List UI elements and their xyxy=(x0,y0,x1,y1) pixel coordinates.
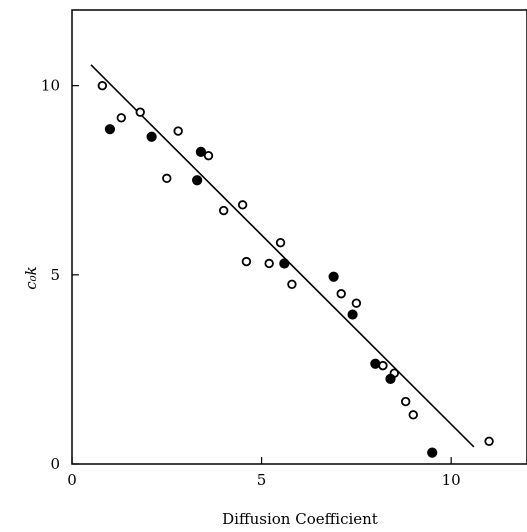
filled-data-point xyxy=(192,175,203,186)
y-tick-label: 10 xyxy=(41,77,60,95)
fit-line-layer xyxy=(90,64,475,448)
filled-data-point xyxy=(385,373,396,384)
y-tick-label: 5 xyxy=(50,266,60,284)
filled-data-point xyxy=(195,146,207,157)
ticks-layer: 0 5 10 0 5 10 xyxy=(41,77,461,489)
regression-line xyxy=(90,64,475,448)
y-tick-label: 0 xyxy=(50,455,60,473)
open-data-point xyxy=(275,237,286,248)
plot-frame xyxy=(71,9,527,465)
data-points-layer xyxy=(97,80,494,458)
open-data-point xyxy=(351,298,362,308)
y-axis-title: c₀k xyxy=(22,266,40,290)
x-tick-label: 10 xyxy=(442,471,461,489)
open-data-point xyxy=(135,107,145,117)
open-data-point xyxy=(484,436,494,446)
filled-data-point xyxy=(347,309,358,320)
open-data-point xyxy=(97,80,108,91)
x-tick-label: 5 xyxy=(257,471,267,489)
open-data-point xyxy=(237,200,248,210)
open-data-point xyxy=(264,258,274,269)
filled-data-point xyxy=(104,124,116,135)
filled-data-point xyxy=(279,258,290,269)
open-data-point xyxy=(203,150,214,161)
open-data-point xyxy=(400,396,411,407)
open-data-point xyxy=(218,205,229,216)
filled-data-point xyxy=(328,271,339,282)
open-data-point xyxy=(162,173,172,184)
filled-data-point xyxy=(146,131,157,142)
open-data-point xyxy=(287,279,297,289)
open-data-point xyxy=(116,113,126,123)
open-data-point xyxy=(241,256,252,267)
filled-data-point xyxy=(370,358,381,369)
filled-data-point xyxy=(427,447,438,458)
x-axis-title: Diffusion Coefficient xyxy=(222,510,378,528)
open-data-point xyxy=(336,289,346,299)
open-data-point xyxy=(173,126,183,136)
x-tick-label: 0 xyxy=(67,471,77,489)
open-data-point xyxy=(408,410,418,420)
